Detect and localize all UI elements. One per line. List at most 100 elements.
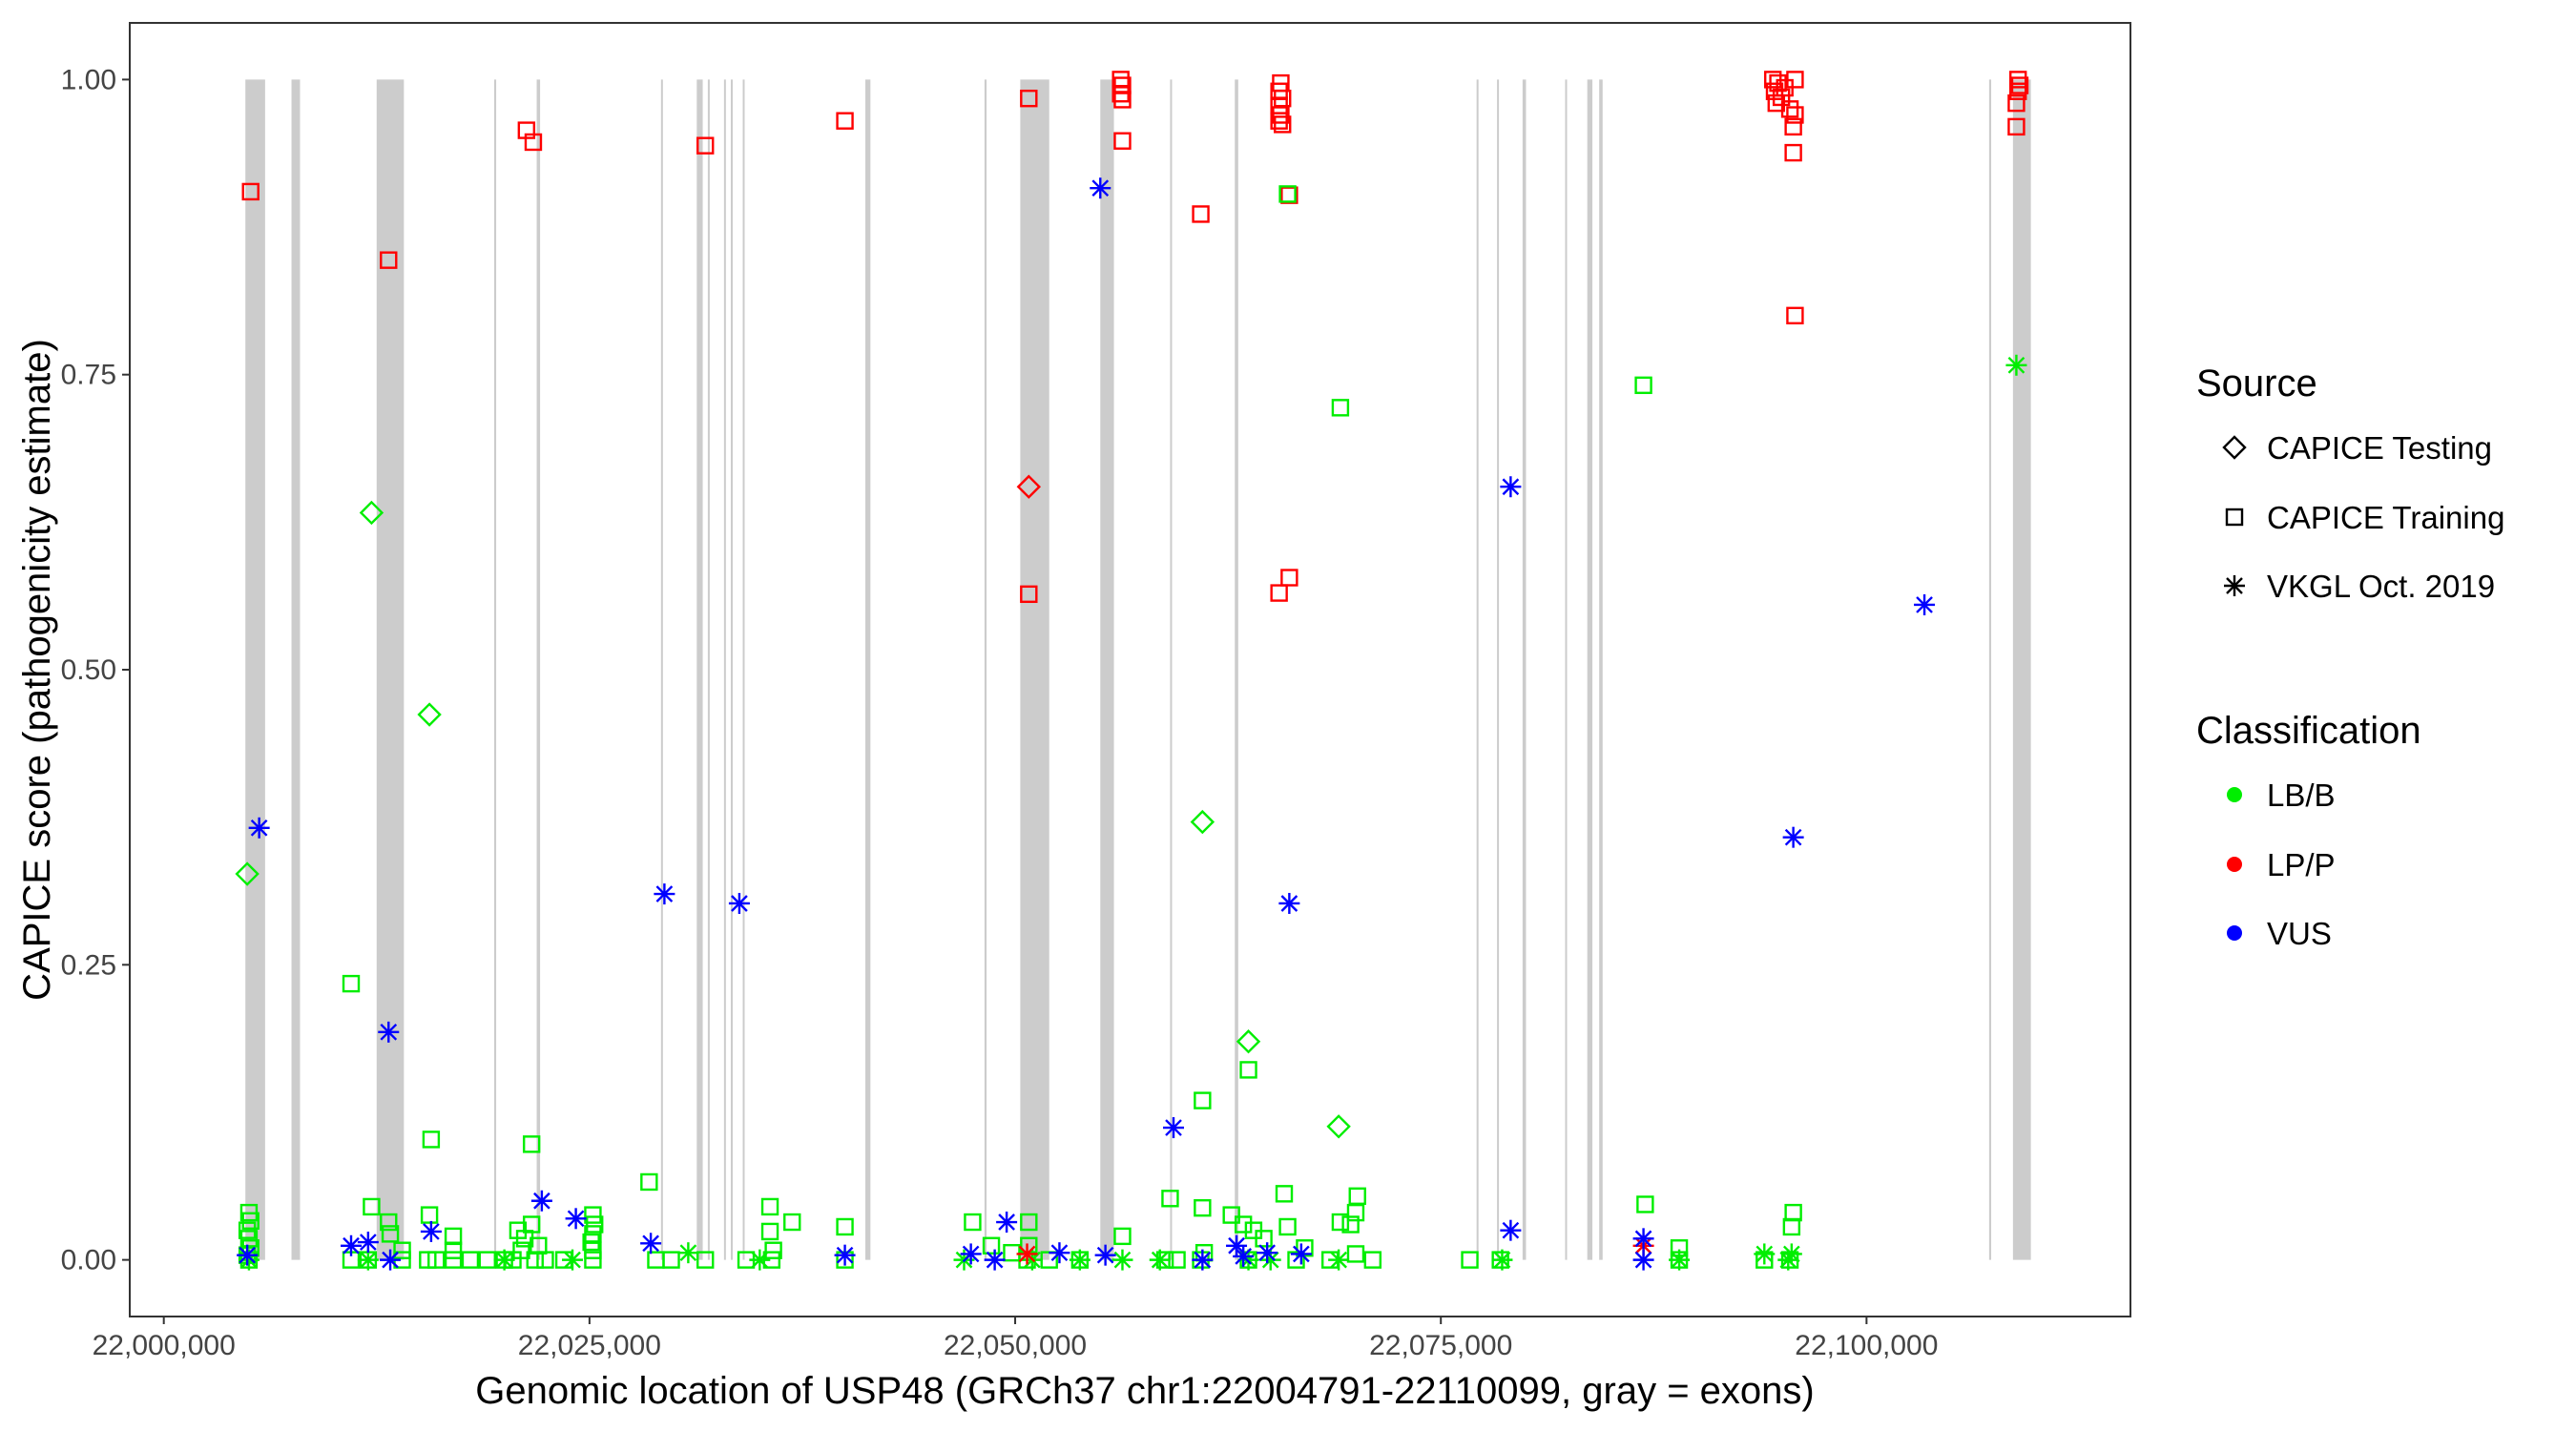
exon-band <box>1235 79 1238 1260</box>
exon-band <box>1170 79 1173 1260</box>
exon-band <box>493 79 497 1260</box>
data-point-square <box>522 1135 541 1153</box>
data-point-square <box>393 1241 411 1259</box>
data-point-square <box>1274 115 1292 134</box>
legend-class-item: LP/P <box>2227 847 2336 882</box>
data-point-square <box>1784 143 1802 162</box>
data-point-square <box>1161 1190 1179 1208</box>
data-point-square <box>1461 1251 1479 1269</box>
x-axis-title: Genomic location of USP48 (GRCh37 chr1:2… <box>475 1370 1814 1412</box>
data-point-square <box>1278 185 1297 203</box>
data-point-square <box>422 1130 441 1149</box>
data-point-square <box>526 1251 544 1269</box>
data-point-asterisk <box>984 1249 1006 1271</box>
legend-source-item: CAPICE Testing <box>2222 430 2492 466</box>
data-point-square <box>662 1251 680 1269</box>
data-point-asterisk <box>1069 1249 1091 1271</box>
data-point-square <box>2007 93 2025 113</box>
data-point-asterisk <box>1016 1243 1038 1265</box>
data-point-asterisk <box>562 1249 584 1271</box>
data-point-asterisk <box>1669 1249 1691 1271</box>
data-point-diamond <box>1326 1114 1351 1139</box>
data-point-asterisk <box>357 1232 379 1254</box>
data-point-diamond <box>1016 474 1042 499</box>
data-point-square <box>1234 1215 1253 1234</box>
data-point-square <box>836 1217 854 1236</box>
data-point-asterisk <box>1290 1243 1312 1265</box>
data-point-square <box>241 182 260 201</box>
legend-class-label: LP/P <box>2267 847 2336 882</box>
data-point-square <box>1363 1251 1382 1269</box>
exon-band <box>245 79 265 1260</box>
legend-dot-icon <box>2227 925 2242 941</box>
data-point-square <box>444 1251 463 1269</box>
data-point-square <box>1348 1187 1366 1206</box>
data-point-square <box>2007 117 2025 136</box>
legend-class-item: VUS <box>2227 916 2332 951</box>
data-point-square <box>760 1222 779 1241</box>
data-point-square <box>1784 117 1802 136</box>
legend-source-title: Source <box>2196 363 2317 404</box>
data-point-square <box>1331 1213 1350 1232</box>
legend-diamond-icon <box>2222 435 2247 460</box>
data-point-asterisk <box>1491 1249 1513 1271</box>
data-point-square <box>536 1251 554 1269</box>
data-point-asterisk <box>378 1021 400 1043</box>
data-point-square <box>1270 584 1288 602</box>
data-point-asterisk <box>1328 1249 1350 1271</box>
legend-square-icon <box>2225 508 2244 527</box>
data-point-asterisk <box>1754 1243 1776 1265</box>
data-point-square <box>444 1241 463 1259</box>
x-tick-label: 22,050,000 <box>944 1330 1087 1361</box>
y-tick-label: 0.00 <box>61 1245 116 1276</box>
data-point-square <box>696 136 715 155</box>
data-point-square <box>584 1251 602 1269</box>
legend-source-item: VKGL Oct. 2019 <box>2224 569 2495 604</box>
data-point-square <box>239 1230 259 1248</box>
data-point-square <box>1113 1227 1132 1246</box>
y-tick-label: 0.25 <box>61 949 116 981</box>
data-point-square <box>964 1213 982 1232</box>
data-point-square <box>524 133 543 152</box>
data-point-square <box>427 1251 446 1269</box>
data-point-diamond <box>359 500 384 526</box>
exon-band <box>1565 79 1568 1260</box>
data-point-square <box>1636 1195 1654 1213</box>
exon-band <box>742 79 745 1260</box>
exon-band <box>376 79 405 1260</box>
legend-dot-icon <box>2227 787 2242 802</box>
data-point-asterisk <box>1914 593 1936 615</box>
legend: Source CAPICE Testing CAPICE Training VK… <box>2196 363 2504 951</box>
data-point-square <box>1020 585 1038 604</box>
data-point-square <box>381 1225 400 1243</box>
data-point-square <box>1275 1185 1294 1203</box>
data-point-square <box>1255 1230 1273 1248</box>
data-point-asterisk <box>728 892 750 914</box>
data-point-asterisk <box>341 1234 363 1256</box>
data-point-asterisk <box>1149 1249 1171 1271</box>
data-points <box>235 71 2029 1271</box>
exon-band <box>1988 79 1992 1260</box>
exon-band <box>696 79 703 1260</box>
data-point-square <box>1272 106 1290 124</box>
data-point-square <box>696 1251 715 1269</box>
data-point-asterisk <box>1782 826 1804 848</box>
data-point-asterisk <box>1233 1245 1255 1267</box>
data-point-asterisk <box>1500 1219 1522 1241</box>
data-point-square <box>1280 186 1298 204</box>
data-point-asterisk <box>1632 1249 1654 1271</box>
data-point-square <box>1346 1203 1365 1222</box>
exon-band <box>660 79 663 1260</box>
exon-bands <box>245 79 2031 1260</box>
data-point-asterisk <box>677 1242 699 1264</box>
legend-class-label: VUS <box>2267 916 2332 951</box>
data-point-asterisk <box>237 1244 259 1266</box>
data-point-square <box>1786 71 1804 89</box>
data-point-asterisk <box>380 1249 402 1271</box>
data-point-square <box>584 1206 602 1224</box>
exon-band <box>291 79 301 1260</box>
data-point-asterisk <box>1090 177 1111 199</box>
exon-band <box>1497 79 1500 1260</box>
y-tick-label: 1.00 <box>61 64 116 95</box>
data-point-square <box>380 251 398 269</box>
